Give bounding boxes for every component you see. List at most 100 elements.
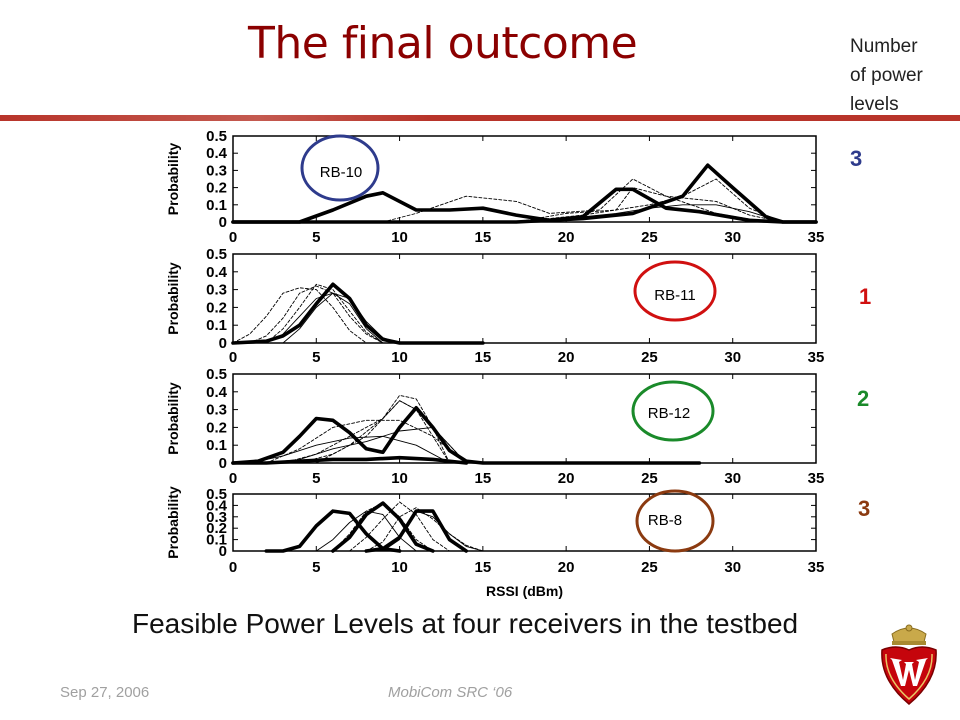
panel-4-xtick-label: 30 (724, 559, 741, 576)
panel-2-series-1-thick (231, 282, 485, 345)
panel-2-ytick-label: 0.3 (206, 282, 227, 299)
panel-1-xtick-label: 30 (724, 229, 741, 246)
panel-2-receiver-circle (633, 260, 717, 322)
panel-4-xtick-label: 15 (475, 559, 492, 576)
panel-4-ytick-label: 0.4 (206, 497, 228, 514)
panel-1-receiver-label: RB-10 (320, 164, 363, 181)
panel-3-xtick-label: 5 (312, 470, 320, 487)
panel-2-ylabel: Probability (165, 262, 181, 335)
panel-4-ytick-label: 0.3 (206, 509, 227, 526)
panel-4-ylabel: Probability (165, 486, 181, 559)
panel-1-xtick-label: 35 (808, 229, 825, 246)
panel-1-xtick-label: 20 (558, 229, 575, 246)
panel-2-series-2-dashed (232, 287, 367, 344)
panel-3-xtick-label: 25 (641, 470, 658, 487)
panel-4-ytick-label: 0.1 (206, 532, 227, 549)
slide-title: The final outcome (248, 18, 638, 69)
level-value-rb11: 1 (859, 284, 872, 309)
panel-2-xtick-label: 0 (229, 349, 237, 366)
panel-4-xtick-label: 0 (229, 559, 237, 576)
panel-4-series-8-thin (382, 510, 484, 552)
panel-2-xtick-label: 35 (808, 349, 825, 366)
footer-date: Sep 27, 2006 (60, 684, 150, 701)
panel-3-ytick-label: 0.2 (206, 419, 227, 436)
panel-4-xtick-label: 5 (312, 559, 320, 576)
level-value-rb8: 3 (858, 496, 871, 521)
panel-4-ytick-label: 0.5 (206, 486, 227, 503)
panel-3-series-6-thin (249, 435, 450, 464)
panel-1-xtick-label: 15 (475, 229, 492, 246)
title-accent-fade (0, 115, 430, 121)
panel-3-xtick-label: 10 (391, 470, 408, 487)
panel-3-xtick-label: 30 (724, 470, 741, 487)
panel-1-series-6-thin (515, 204, 784, 223)
panel-2-ytick-label: 0.5 (206, 246, 227, 263)
panel-3-ytick-label: 0.1 (206, 437, 227, 454)
levels-header-line-1: Number (850, 36, 918, 57)
level-value-rb12: 2 (857, 386, 870, 411)
panel-3-receiver-label: RB-12 (648, 405, 691, 422)
panel-1-xtick-label: 25 (641, 229, 658, 246)
panel-2-xtick-label: 15 (475, 349, 492, 366)
panel-3-receiver-circle (631, 380, 715, 442)
panel-1-series-3-dashed (382, 178, 784, 223)
levels-header-line-3: levels (850, 94, 899, 115)
panel-1-receiver-circle (300, 134, 380, 202)
panel-1-series-5-dashed (515, 178, 784, 223)
panel-1-ytick-label: 0.4 (206, 145, 228, 162)
panel-4-receiver-circle (635, 489, 715, 553)
panel-2-xtick-label: 20 (558, 349, 575, 366)
panel-4-xtick-label: 35 (808, 559, 825, 576)
levels-header: Number of power levels (850, 32, 923, 119)
panel-1-ytick-label: 0.3 (206, 162, 227, 179)
panel-3-xtick-label: 15 (475, 470, 492, 487)
panel-4-ytick-label: 0.2 (206, 520, 227, 537)
panel-3-ytick-label: 0.5 (206, 366, 227, 383)
panel-2-series-4-dashed (265, 283, 384, 344)
panel-2-ytick-label: 0 (219, 335, 227, 352)
panel-2-series-5-thin (265, 292, 384, 344)
panel-3-xtick-label: 35 (808, 470, 825, 487)
panel-2-series-3-dashed (249, 285, 384, 344)
panel-4-series-5-dashed (349, 501, 450, 552)
caption: Feasible Power Levels at four receivers … (132, 608, 799, 639)
panel-2-xtick-label: 25 (641, 349, 658, 366)
panel-1-ytick-label: 0.1 (206, 197, 227, 214)
footer-event: MobiCom SRC ‘06 (388, 684, 513, 701)
panel-3-ytick-label: 0.3 (206, 402, 227, 419)
panel-2-ytick-label: 0.1 (206, 317, 227, 334)
panel-4-receiver-label: RB-8 (648, 512, 682, 529)
panel-2-ytick-label: 0.2 (206, 299, 227, 316)
panel-1-frame (232, 135, 817, 223)
panel-2-xtick-label: 5 (312, 349, 320, 366)
panel-3-xtick-label: 0 (229, 470, 237, 487)
panel-3-series-8-dashed (315, 400, 467, 464)
panel-1-ytick-label: 0.5 (206, 128, 227, 145)
panel-4-series-1-thick (264, 509, 402, 553)
panel-4-series-6-dashed (365, 507, 484, 552)
university-crest-icon (881, 624, 937, 705)
panel-1-xtick-label: 5 (312, 229, 320, 246)
panel-4-ytick-label: 0 (219, 543, 227, 560)
panel-1-ylabel: Probability (165, 143, 181, 216)
panel-3-ytick-label: 0 (219, 455, 227, 472)
panel-4-xtick-label: 25 (641, 559, 658, 576)
panel-2-ytick-label: 0.4 (206, 264, 228, 281)
panel-4-xlabel: RSSI (dBm) (486, 583, 563, 599)
panel-1-series-1-thick (231, 187, 818, 224)
panel-3-xtick-label: 20 (558, 470, 575, 487)
panel-2-frame (232, 253, 817, 344)
panel-1-xtick-label: 0 (229, 229, 237, 246)
panel-3-ytick-label: 0.4 (206, 384, 228, 401)
level-value-rb10: 3 (850, 146, 863, 171)
panel-4-series-7-thin (315, 510, 417, 552)
panel-1-ytick-label: 0 (219, 214, 227, 231)
panel-2-xtick-label: 10 (391, 349, 408, 366)
panel-4-xtick-label: 10 (391, 559, 408, 576)
panel-2-series-6-thin (282, 292, 401, 344)
panel-2-receiver-label: RB-11 (654, 287, 695, 304)
panel-4-series-4-dashed (332, 502, 434, 552)
panel-1-xtick-label: 10 (391, 229, 408, 246)
panel-1-ytick-label: 0.2 (206, 180, 227, 197)
